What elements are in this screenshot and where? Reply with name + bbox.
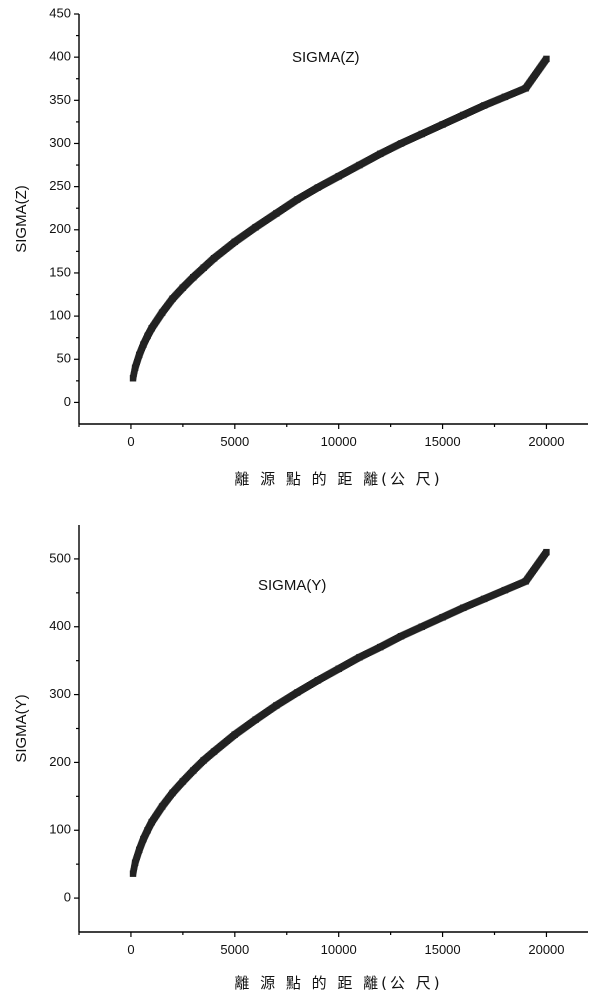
data-point [136,351,143,359]
y-tick-label: 400 [49,49,71,64]
data-point [501,586,509,594]
x-tick-label: 5000 [220,942,249,957]
y-tick-label: 300 [49,686,71,701]
series-sigma-y- [129,548,550,877]
x-tick-label: 0 [127,942,134,957]
x-tick-label: 10000 [321,942,357,957]
x-tick-label: 15000 [424,434,460,449]
y-tick-label: 0 [64,890,71,905]
x-axis-title: 離 源 點 的 距 離(公 尺) [234,974,442,992]
x-tick-label: 15000 [424,942,460,957]
data-point [144,332,151,340]
data-point [190,767,197,774]
y-axis-title: SIGMA(Z) [13,185,30,253]
data-point [439,614,446,621]
y-tick-label: 400 [49,618,71,633]
chart-panel-1: 0 50 100 150 200 250 300 350 400 450 0 5000 10000 150… [13,5,588,488]
y-tick-label: 150 [49,264,71,279]
data-point [158,309,166,316]
y-tick-label: 300 [49,135,71,150]
data-point [522,85,529,92]
x-axis-title: 離 源 點 的 距 離(公 尺) [234,470,442,488]
data-point [169,789,176,797]
data-point [314,184,322,191]
data-point [397,633,405,640]
data-point [480,595,488,603]
y-tick-label: 100 [49,822,71,837]
data-point [377,150,384,158]
y-tick-label: 50 [57,351,71,366]
data-point [200,757,207,764]
x-tick-label: 5000 [220,434,249,449]
data-point [252,224,259,231]
data-point [397,140,405,147]
data-point [140,341,147,348]
data-point [439,121,446,128]
data-point [148,818,155,826]
data-point [200,264,207,271]
series-label: SIGMA(Y) [258,577,326,594]
x-tick-label: 20000 [528,942,564,957]
data-point [293,689,301,696]
data-point [148,324,155,332]
data-point [129,870,137,877]
data-point [158,803,166,810]
data-point [179,284,187,291]
data-point [252,716,259,723]
y-tick-label: 500 [49,550,71,565]
x-tick-label: 0 [127,434,134,449]
data-point [377,643,384,651]
x-tick-label: 20000 [528,434,564,449]
x-tick-label: 10000 [321,434,357,449]
data-point [144,827,151,834]
data-point [314,677,322,684]
data-point [140,835,147,843]
y-tick-label: 450 [49,5,71,20]
data-point [169,295,176,303]
y-axis-title: SIGMA(Y) [13,694,30,762]
y-tick-label: 100 [49,308,71,323]
data-point [522,578,529,585]
data-point [136,846,143,854]
data-point [231,731,239,738]
data-point [129,375,137,382]
data-point [131,364,139,372]
data-point [293,196,301,203]
data-point [131,859,139,867]
data-point [273,210,280,217]
y-tick-label: 200 [49,754,71,769]
data-point [460,604,467,611]
data-point [480,102,488,109]
data-point [231,238,239,246]
data-point [210,748,218,755]
y-tick-label: 350 [49,92,71,107]
data-point [335,173,342,180]
data-point [543,548,550,556]
y-tick-label: 0 [64,394,71,409]
data-point [179,778,187,785]
data-point [543,55,550,63]
data-point [273,702,280,709]
data-point [501,93,509,101]
data-point [418,130,425,138]
data-point [335,665,342,673]
data-point [460,111,467,119]
data-point [190,274,197,281]
series-label: SIGMA(Z) [292,49,360,66]
series-sigma-z- [129,55,550,382]
y-tick-label: 200 [49,221,71,236]
y-tick-label: 250 [49,178,71,193]
data-point [418,623,425,630]
data-point [356,161,363,169]
data-point [210,255,218,262]
data-point [356,654,363,661]
